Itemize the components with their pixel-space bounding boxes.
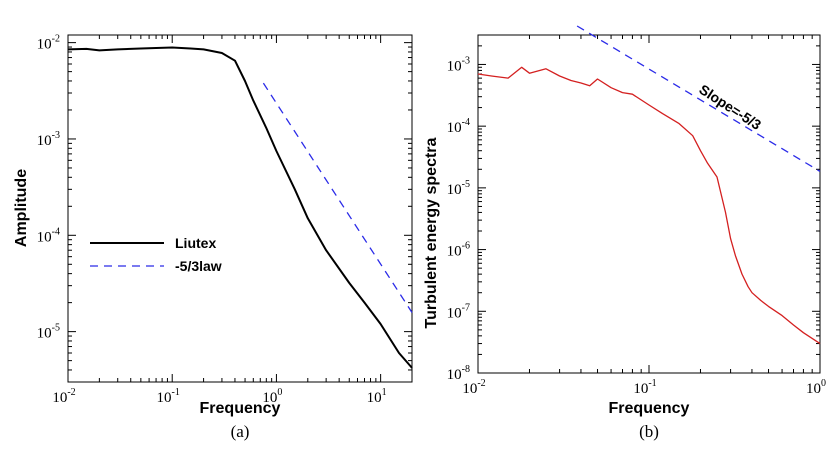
x-tick-label: 10-2 — [52, 387, 75, 406]
panel-b: 10-2 10-1 100 10-8 10-7 10-6 10-5 10-4 10-3 Freq… — [423, 25, 826, 441]
series-line-a-0 — [67, 46, 413, 369]
panel-b-ylabel: Turbulent energy spectra — [423, 137, 440, 328]
series-line-a-1 — [262, 82, 413, 313]
y-tick-label: 10-3 — [37, 130, 60, 149]
y-tick-label: 10-4 — [37, 226, 60, 245]
x-tick-label: 101 — [367, 387, 387, 406]
y-tick-label: 10-7 — [447, 302, 470, 321]
y-tick-label: 10-6 — [447, 241, 470, 260]
legend-label-liutex: Liutex — [175, 235, 216, 251]
panel-a-ylabel: Amplitude — [13, 169, 30, 247]
x-tick-label: 100 — [262, 387, 282, 406]
panel-b-series — [477, 25, 821, 345]
panel-b-ticks: 10-2 10-1 100 10-8 10-7 10-6 10-5 10-4 10-3 — [447, 34, 826, 397]
panel-b-frame — [477, 34, 821, 374]
legend-label-law: -5/3law — [175, 258, 222, 274]
series-line-b-0 — [477, 66, 821, 345]
y-tick-label: 10-2 — [37, 34, 60, 53]
y-tick-label: 10-8 — [447, 364, 470, 383]
x-tick-label: 10-1 — [157, 387, 180, 406]
x-tick-label: 10-1 — [633, 378, 656, 397]
x-tick-label: 10-2 — [462, 378, 485, 397]
panel-a-ticks: 10-2 10-1 100 101 10-5 10-4 10-3 10-2 — [37, 34, 413, 406]
y-tick-label: 10-5 — [37, 323, 60, 342]
y-tick-label: 10-4 — [447, 117, 470, 136]
panel-a: 10-2 10-1 100 101 10-5 10-4 10-3 10-2 Frequency… — [13, 34, 413, 441]
panel-b-xlabel: Frequency — [609, 400, 690, 417]
series-line-b-1 — [576, 25, 821, 172]
panel-a-caption: (a) — [231, 422, 250, 441]
panel-b-caption: (b) — [639, 422, 659, 441]
panel-a-xlabel: Frequency — [200, 400, 281, 417]
y-tick-label: 10-3 — [447, 55, 470, 74]
legend: Liutex -5/3law — [90, 235, 222, 274]
panel-a-series — [67, 46, 413, 369]
panel-a-frame — [67, 34, 413, 383]
y-tick-label: 10-5 — [447, 179, 470, 198]
x-tick-label: 100 — [806, 378, 826, 397]
slope-annotation: Slope=-5/3 — [696, 81, 764, 133]
